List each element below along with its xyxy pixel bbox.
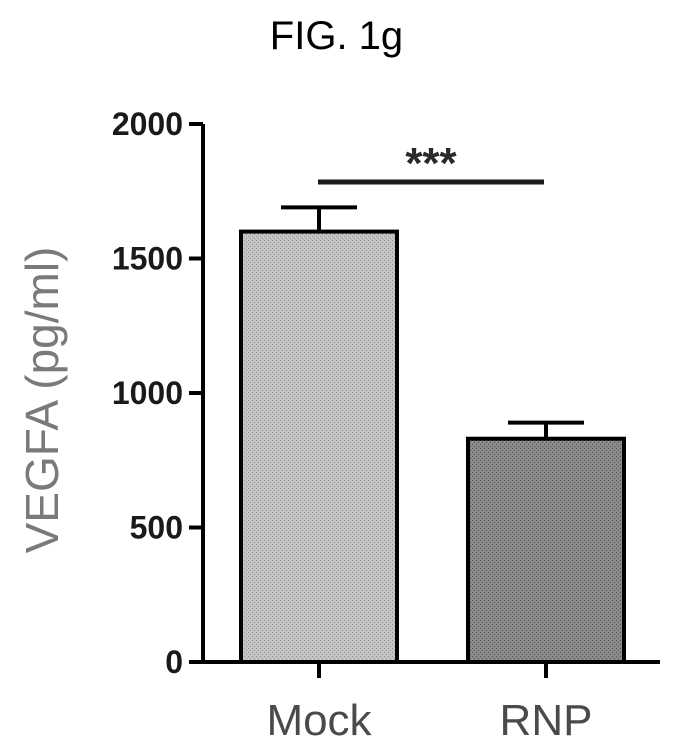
- x-tick-label-rnp: RNP: [500, 696, 593, 745]
- bar-rnp: [468, 439, 624, 662]
- bars: [241, 207, 624, 662]
- y-tick-label: 0: [165, 644, 183, 680]
- x-tick-label-mock: Mock: [266, 696, 372, 745]
- y-tick-label: 500: [130, 510, 183, 546]
- y-tick-label: 2000: [112, 106, 183, 142]
- y-tick-label: 1500: [112, 241, 183, 277]
- y-axis-label: VEGFA (pg/ml): [16, 247, 68, 554]
- y-tick-label: 1000: [112, 375, 183, 411]
- bar-mock: [241, 232, 397, 662]
- significance-label: ***: [405, 139, 457, 188]
